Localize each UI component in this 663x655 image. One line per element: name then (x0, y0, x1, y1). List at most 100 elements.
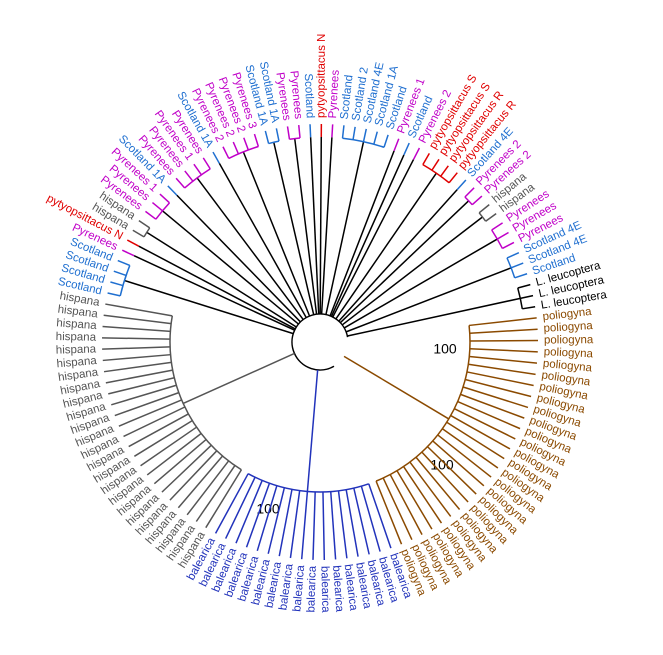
leaf-label: poliogyna (544, 334, 594, 346)
leaf-branch (502, 241, 515, 250)
leaf-branch (289, 490, 301, 559)
leaf-label: Scotland (339, 74, 356, 120)
leaf-branch (466, 371, 534, 387)
leaf-branch (140, 426, 197, 467)
branch (343, 238, 498, 329)
clade-arc (375, 325, 471, 482)
leaf-branch (471, 195, 483, 206)
leaf-branch (382, 477, 413, 540)
branch (347, 297, 521, 337)
leaf-branch (362, 128, 368, 142)
clade-arc (228, 145, 259, 160)
leaf-label: balearica (342, 564, 360, 612)
leaf-branch (256, 485, 278, 552)
leaf-branch (496, 231, 509, 240)
leaf-branch (441, 428, 499, 469)
leaf-branch (123, 406, 186, 438)
leaf-branch (322, 491, 326, 560)
branch (335, 172, 437, 320)
leaf-branch (184, 170, 194, 182)
leaf-branch (402, 466, 443, 524)
leaf-branch (341, 125, 345, 139)
branch (293, 138, 318, 315)
leaf-branch (107, 292, 121, 297)
leaf-label: pytyopsittacus N (315, 34, 328, 118)
leaf-branch (253, 133, 260, 147)
leaf-branch (454, 407, 516, 440)
leaf-branch (375, 480, 403, 545)
leaf-label: poliogyna (543, 320, 593, 335)
branch (341, 216, 483, 326)
leaf-branch (264, 130, 270, 144)
leaf-branch (478, 204, 490, 214)
clade-arc (478, 212, 487, 222)
leaf-branch (232, 141, 240, 155)
leaf-branch (117, 259, 131, 267)
branch (339, 200, 470, 324)
leaf-branch (151, 201, 163, 212)
leaf-branch (102, 353, 171, 362)
leaf-branch (450, 414, 511, 450)
support-label: 100 (430, 457, 454, 473)
leaf-branch (431, 158, 440, 171)
leaf-branch (167, 185, 178, 196)
leaf-branch (278, 489, 293, 557)
leaf-branch (175, 177, 186, 189)
branch (273, 142, 315, 315)
leaf-branch (193, 163, 203, 176)
clade-arc (155, 202, 171, 220)
branch (182, 352, 295, 405)
clade-arc (247, 473, 370, 493)
branch (309, 137, 320, 315)
branch (196, 177, 304, 321)
leaf-branch (286, 126, 291, 140)
leaf-branch (506, 251, 520, 259)
leaf-branch (396, 470, 433, 530)
branch (306, 369, 319, 492)
leaf-label: Pyrenees (327, 69, 342, 118)
leaf-branch (432, 440, 485, 487)
leaf-branch (460, 393, 525, 419)
leaf-branch (368, 483, 392, 549)
leaf-branch (108, 376, 175, 395)
leaf-label: Pyrenees (287, 70, 304, 120)
leaf-branch (205, 469, 243, 529)
leaf-branch (126, 239, 140, 247)
leaf-branch (469, 355, 538, 364)
support-label: 100 (433, 341, 457, 357)
leaf-branch (329, 491, 337, 560)
leaf-branch (113, 270, 127, 277)
leaf-branch (403, 142, 410, 156)
leaf-branch (448, 172, 458, 184)
leaf-branch (102, 337, 171, 340)
leaf-branch (360, 485, 381, 552)
branch (338, 189, 458, 322)
leaf-label: Scotland (302, 73, 316, 118)
clade-arc (119, 265, 131, 297)
leaf-branch (485, 212, 497, 222)
leaf-branch (352, 126, 356, 140)
leaf-branch (102, 325, 171, 333)
leaf-branch (345, 489, 359, 557)
branch (329, 150, 395, 317)
leaf-label: poliogyna (542, 306, 593, 323)
leaf-label: balearica (305, 565, 319, 613)
leaf-branch (469, 328, 538, 334)
leaf-branch (177, 455, 224, 509)
leaf-branch (457, 400, 521, 430)
branch (320, 137, 333, 315)
branch (242, 151, 311, 317)
leaf-branch (514, 273, 528, 279)
branch (124, 279, 294, 335)
clade-arc (184, 168, 211, 189)
leaf-label: hispana (57, 304, 99, 321)
leaf-branch (426, 446, 477, 495)
leaf-branch (440, 165, 449, 177)
leaf-branch (224, 476, 256, 539)
leaf-branch (161, 444, 212, 493)
clade-arc (422, 164, 450, 184)
leaf-branch (186, 460, 230, 516)
leaf-label: balearica (318, 566, 331, 614)
leaf-branch (132, 229, 145, 238)
branch (325, 141, 365, 315)
